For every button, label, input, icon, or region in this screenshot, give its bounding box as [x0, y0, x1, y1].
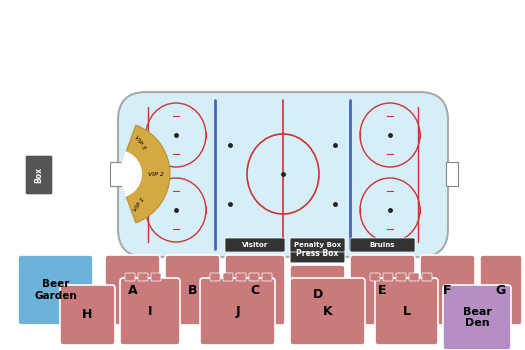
FancyBboxPatch shape: [60, 285, 115, 345]
Text: D: D: [312, 288, 323, 301]
Text: VIP 3: VIP 3: [133, 135, 146, 151]
Text: Press Box: Press Box: [296, 250, 339, 259]
FancyBboxPatch shape: [25, 155, 53, 195]
Wedge shape: [118, 151, 142, 197]
FancyBboxPatch shape: [350, 255, 415, 325]
Text: H: H: [82, 308, 93, 322]
Text: Bear
Den: Bear Den: [463, 307, 491, 328]
FancyBboxPatch shape: [225, 255, 285, 325]
FancyBboxPatch shape: [420, 255, 475, 325]
Text: L: L: [403, 305, 411, 318]
FancyBboxPatch shape: [422, 273, 432, 281]
Text: A: A: [128, 284, 138, 296]
FancyBboxPatch shape: [210, 273, 220, 281]
Wedge shape: [118, 125, 170, 223]
FancyBboxPatch shape: [370, 273, 380, 281]
FancyBboxPatch shape: [223, 273, 233, 281]
FancyBboxPatch shape: [225, 238, 285, 252]
FancyBboxPatch shape: [151, 273, 161, 281]
FancyBboxPatch shape: [396, 273, 406, 281]
FancyBboxPatch shape: [383, 273, 393, 281]
FancyBboxPatch shape: [480, 255, 522, 325]
FancyBboxPatch shape: [350, 238, 415, 252]
FancyBboxPatch shape: [409, 273, 419, 281]
FancyBboxPatch shape: [105, 255, 160, 325]
Text: E: E: [378, 284, 387, 296]
Text: Beer
Garden: Beer Garden: [34, 279, 77, 301]
FancyBboxPatch shape: [290, 265, 345, 325]
FancyBboxPatch shape: [120, 278, 180, 345]
FancyBboxPatch shape: [375, 278, 438, 345]
Text: C: C: [250, 284, 259, 296]
Text: I: I: [148, 305, 152, 318]
Text: K: K: [323, 305, 332, 318]
FancyBboxPatch shape: [443, 285, 511, 350]
Text: Bruins: Bruins: [370, 242, 395, 248]
Text: G: G: [496, 284, 506, 296]
FancyBboxPatch shape: [262, 273, 272, 281]
FancyBboxPatch shape: [249, 273, 259, 281]
FancyBboxPatch shape: [18, 255, 93, 325]
Text: VIP 2: VIP 2: [148, 172, 164, 176]
Text: Visitor: Visitor: [242, 242, 268, 248]
FancyBboxPatch shape: [138, 273, 148, 281]
FancyBboxPatch shape: [290, 245, 345, 263]
Text: Box: Box: [35, 167, 44, 183]
Text: VIP 1: VIP 1: [133, 197, 146, 213]
FancyBboxPatch shape: [165, 255, 220, 325]
FancyBboxPatch shape: [290, 238, 345, 252]
Text: B: B: [188, 284, 197, 296]
FancyBboxPatch shape: [236, 273, 246, 281]
FancyBboxPatch shape: [200, 278, 275, 345]
Text: J: J: [235, 305, 240, 318]
Text: F: F: [443, 284, 452, 296]
FancyBboxPatch shape: [290, 278, 365, 345]
Text: Penalty Box: Penalty Box: [294, 242, 341, 248]
FancyBboxPatch shape: [125, 273, 135, 281]
Bar: [446, 162, 458, 186]
Bar: [110, 162, 122, 186]
FancyBboxPatch shape: [118, 92, 448, 257]
